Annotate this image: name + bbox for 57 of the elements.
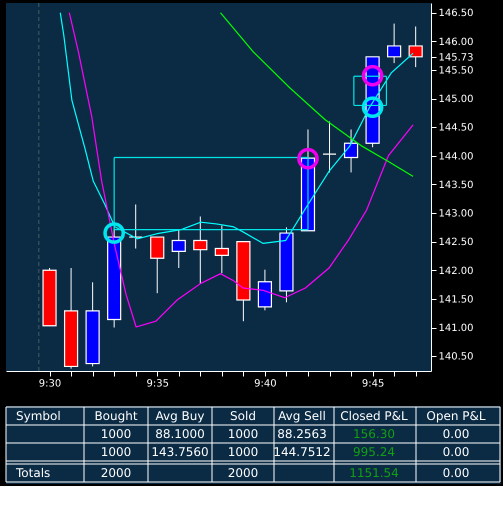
candlestick	[193, 216, 208, 285]
y-tick-label: 141.50	[438, 294, 474, 306]
text: 1151.54	[349, 466, 399, 480]
text: 0.00	[442, 445, 470, 459]
y-tick-label: 146.50	[438, 8, 474, 20]
text: 144.7512	[273, 445, 331, 459]
line-series	[68, 12, 414, 328]
y-tick-label: 146.00	[438, 36, 474, 48]
y-tick-label: 141.00	[438, 323, 474, 334]
text: Avg Sell	[278, 409, 326, 423]
text: 0.00	[442, 466, 470, 480]
text: 88.1000	[155, 427, 205, 441]
candlestick	[408, 26, 423, 68]
point	[297, 148, 319, 170]
text: 1000	[228, 445, 258, 459]
text: 1000	[100, 427, 132, 441]
text: Closed P&L	[340, 409, 408, 423]
text: 1000	[100, 445, 132, 459]
point	[362, 96, 384, 118]
candlestick	[172, 230, 186, 268]
text: Sold	[230, 409, 256, 423]
text: 0.00	[442, 427, 470, 441]
x-tick-label: 9:30	[38, 378, 62, 390]
y-tick-label: 143.50	[438, 180, 474, 191]
text: Open P&L	[426, 409, 486, 423]
y-tick-label: 142.50	[438, 237, 474, 248]
y-tick-label: 140.50	[438, 352, 474, 363]
text: Symbol	[16, 409, 61, 423]
y-tick-label: 145.50	[438, 65, 474, 76]
y-tick-label: 144.50	[438, 122, 474, 134]
candlestick	[150, 236, 164, 294]
x-tick-label: 9:40	[254, 378, 277, 390]
candlestick	[322, 120, 337, 173]
y-tick-label: 142.00	[438, 266, 474, 277]
candlestick	[214, 225, 229, 274]
point	[103, 222, 125, 244]
text: Bought	[94, 409, 138, 423]
text: 156.30	[353, 427, 395, 441]
text: 995.24	[353, 445, 395, 459]
candlestick	[387, 23, 402, 64]
text: 1000	[228, 427, 258, 441]
y-tick-label: 145.00	[438, 94, 474, 106]
point	[362, 64, 384, 86]
y-tick-label: 143.00	[438, 208, 474, 220]
text: Avg Buy	[156, 409, 204, 423]
text: 2000	[100, 466, 132, 480]
text: 88.2563	[277, 427, 327, 441]
y-tick-label: 145.73	[438, 52, 474, 64]
x-tick-label: 9:45	[362, 378, 384, 390]
y-tick-label: 144.00	[438, 151, 474, 162]
line-series	[220, 12, 414, 178]
text: Totals	[15, 466, 50, 480]
text: 2000	[228, 466, 258, 480]
candlestick	[128, 204, 143, 250]
text: 143.7560	[151, 445, 209, 459]
x-tick-label: 9:35	[146, 378, 169, 390]
candlestick	[344, 128, 358, 173]
